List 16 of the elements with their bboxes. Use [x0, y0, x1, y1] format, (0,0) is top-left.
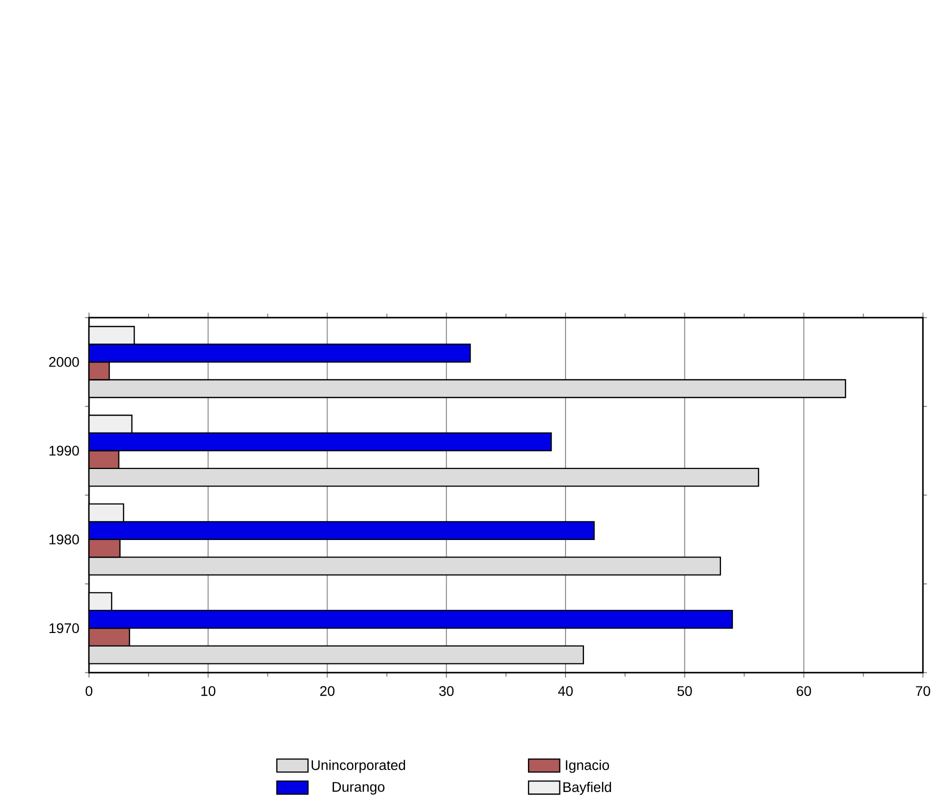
x-tick-label: 20 — [320, 686, 334, 696]
y-tick-label: 1980 — [50, 534, 79, 544]
legend-label: Ignacio — [566, 760, 610, 773]
x-tick-label: 40 — [558, 686, 573, 696]
x-tick-label: 10 — [201, 686, 216, 696]
legend-label: Bayfield — [563, 782, 612, 795]
y-tick-label: 1990 — [50, 446, 79, 456]
legend-label: Durango — [332, 782, 384, 795]
y-tick-label: 2000 — [49, 357, 79, 367]
x-tick-label: 0 — [86, 686, 92, 696]
y-tick-label: 1970 — [50, 623, 79, 634]
x-tick-label: 60 — [796, 686, 812, 696]
x-tick-label: 50 — [677, 686, 692, 696]
legend-label: Unincorporated — [312, 760, 406, 773]
x-tick-label: 30 — [439, 686, 454, 696]
x-tick-label: 70 — [916, 686, 930, 696]
